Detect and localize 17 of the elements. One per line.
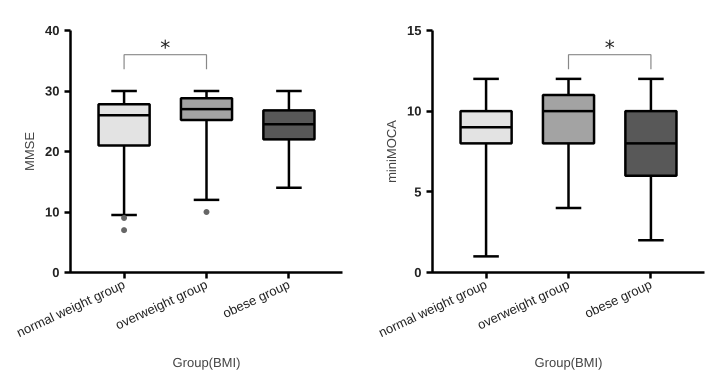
x-tick-label: obese group (220, 276, 292, 321)
y-tick-label: 20 (45, 144, 60, 159)
y-axis-title: miniMOCA (384, 120, 400, 183)
annotation: * (604, 35, 615, 60)
y-tick-label: 10 (407, 104, 422, 119)
y-tick-label: 30 (45, 84, 60, 98)
y-tick-label: 10 (45, 204, 60, 220)
y-tick-label: 0 (52, 265, 60, 280)
y-tick-label: 0 (414, 265, 422, 280)
y-tick-label: 40 (45, 23, 60, 38)
x-axis-title: Group(BMI) (172, 354, 240, 370)
annotation: * (160, 35, 170, 60)
y-tick-label: 15 (407, 23, 422, 38)
y-tick-label: 5 (414, 184, 422, 200)
y-axis-title: MMSE (22, 132, 38, 171)
x-tick-label: obese group (582, 276, 654, 321)
x-axis-title: Group(BMI) (534, 354, 602, 370)
